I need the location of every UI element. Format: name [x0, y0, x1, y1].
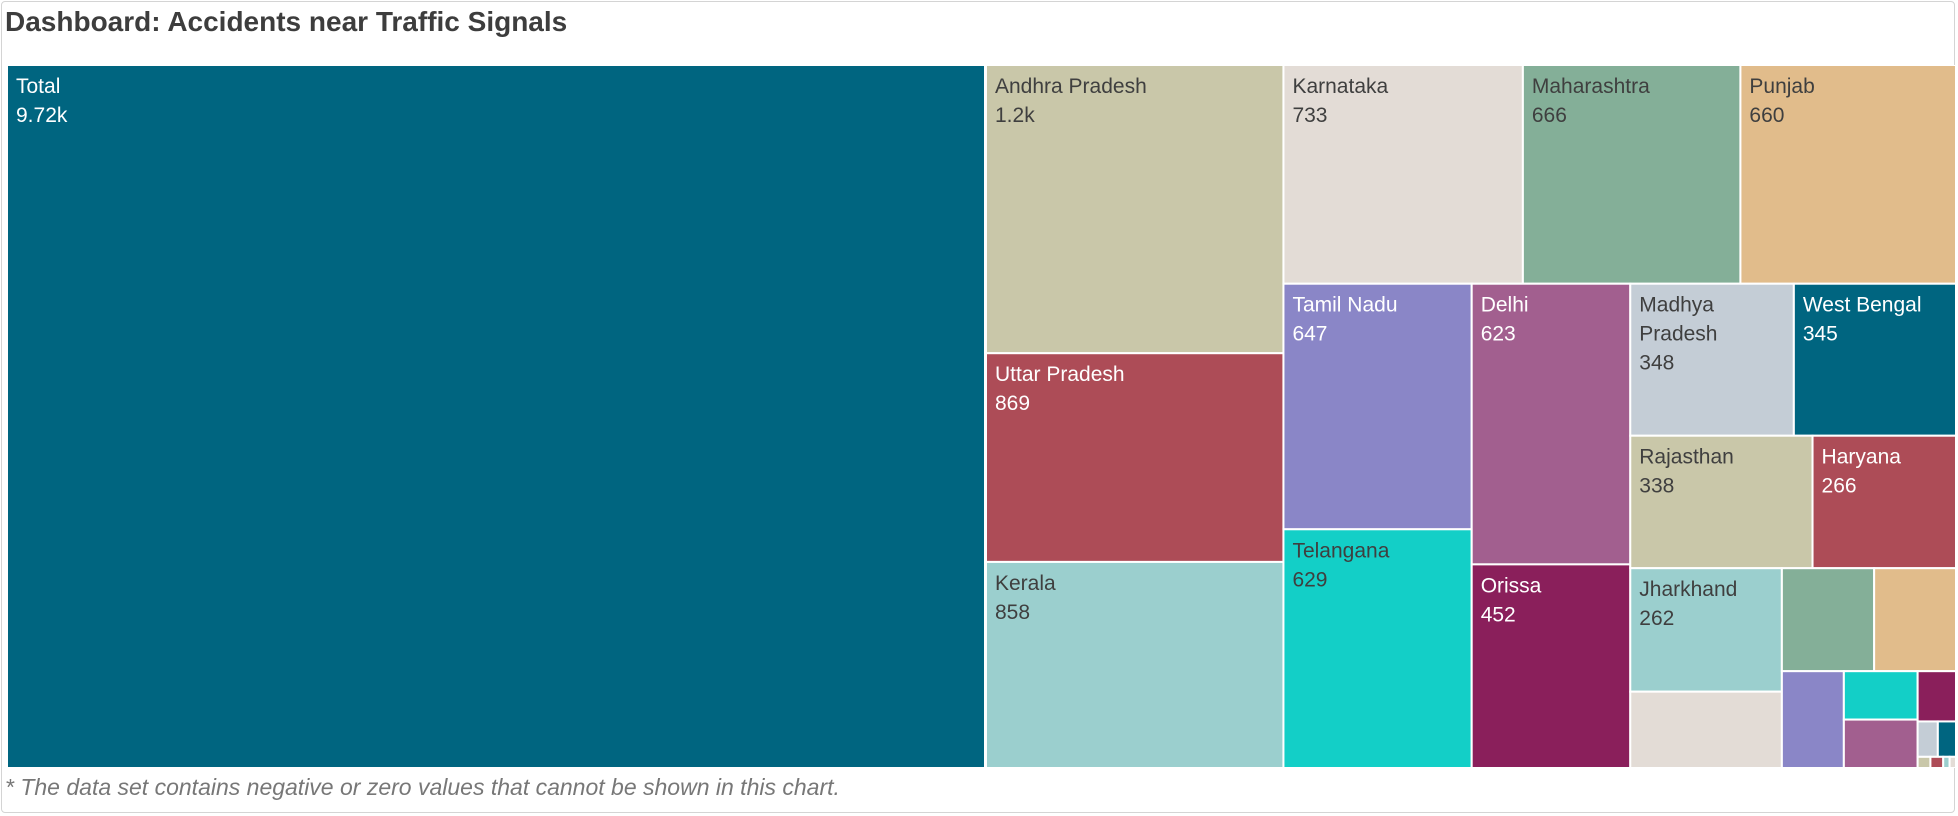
treemap-rect-orissa[interactable] — [1470, 563, 1632, 768]
treemap-rect-other[interactable] — [1916, 755, 1932, 768]
label-jharkhand-name: Jharkhand — [1639, 578, 1737, 601]
label-total-name: Total — [16, 75, 60, 98]
treemap-cell-other[interactable] — [1629, 690, 1783, 768]
treemap-rect-other[interactable] — [1780, 670, 1845, 768]
label-haryana-value: 266 — [1822, 475, 1857, 498]
label-andhra-pradesh-name: Andhra Pradesh — [995, 75, 1147, 98]
treemap-cell-other[interactable] — [1842, 670, 1919, 721]
treemap-cell-punjab[interactable]: Punjab 660 — [1739, 65, 1956, 285]
label-orissa-name: Orissa — [1481, 574, 1542, 597]
label-madhya-pradesh-value: 348 — [1639, 352, 1674, 375]
treemap-rect-other[interactable] — [1780, 567, 1876, 673]
treemap-rect-kerala[interactable] — [985, 560, 1285, 768]
treemap-cell-delhi[interactable]: Delhi 623 — [1470, 282, 1632, 566]
treemap-cell-telangana[interactable]: Telangana 629 — [1282, 528, 1473, 768]
label-punjab-name: Punjab — [1749, 75, 1814, 98]
label-tamil-nadu-value: 647 — [1292, 323, 1327, 346]
treemap-cell-kerala[interactable]: Kerala 858 — [985, 560, 1285, 768]
label-madhya-pradesh-name-2: Pradesh — [1639, 323, 1717, 346]
treemap-cell-rajasthan[interactable]: Rajasthan 338 — [1629, 434, 1814, 570]
chart-footnote: * The data set contains negative or zero… — [5, 774, 840, 800]
treemap-cell-other[interactable] — [1916, 670, 1956, 723]
treemap-rect-rajasthan[interactable] — [1629, 434, 1814, 570]
label-uttar-pradesh-name: Uttar Pradesh — [995, 363, 1125, 386]
treemap-rect-telangana[interactable] — [1282, 528, 1473, 768]
treemap-rect-total[interactable] — [7, 65, 986, 768]
treemap-svg: Total 9.72k Andhra Pradesh 1.2k Uttar Prades… — [7, 65, 1956, 768]
treemap-cell-other[interactable] — [1780, 567, 1876, 673]
treemap-cell-uttar-pradesh[interactable]: Uttar Pradesh 869 — [985, 352, 1285, 563]
treemap-rect-andhra-pradesh[interactable] — [985, 65, 1285, 355]
treemap-cell-other[interactable] — [1936, 720, 1956, 758]
treemap-rect-other[interactable] — [1629, 690, 1783, 768]
treemap-cell-other[interactable] — [1916, 755, 1932, 768]
treemap-rect-other[interactable] — [1916, 670, 1956, 723]
treemap-rect-other[interactable] — [1873, 567, 1956, 673]
label-karnataka-value: 733 — [1292, 104, 1327, 127]
label-telangana-value: 629 — [1292, 568, 1327, 591]
treemap-rect-delhi[interactable] — [1470, 282, 1632, 566]
label-haryana-name: Haryana — [1822, 446, 1902, 469]
label-maharashtra-name: Maharashtra — [1532, 75, 1650, 98]
treemap-rect-other[interactable] — [1929, 755, 1945, 768]
label-west-bengal-name: West Bengal — [1803, 294, 1922, 317]
treemap-cell-other[interactable] — [1873, 567, 1956, 673]
label-maharashtra-value: 666 — [1532, 104, 1567, 127]
treemap-rect-punjab[interactable] — [1739, 65, 1956, 285]
treemap-cell-other[interactable] — [1948, 755, 1956, 768]
label-jharkhand-value: 262 — [1639, 607, 1674, 630]
treemap-cell-other[interactable] — [1842, 718, 1919, 768]
label-orissa-value: 452 — [1481, 603, 1516, 626]
label-rajasthan-name: Rajasthan — [1639, 446, 1734, 469]
label-telangana-name: Telangana — [1292, 539, 1389, 562]
label-uttar-pradesh-value: 869 — [995, 392, 1030, 415]
treemap-rect-tamil-nadu[interactable] — [1282, 282, 1473, 531]
treemap-cell-tamil-nadu[interactable]: Tamil Nadu 647 — [1282, 282, 1473, 531]
treemap-rect-karnataka[interactable] — [1282, 65, 1524, 285]
treemap-cell-maharashtra[interactable]: Maharashtra 666 — [1521, 65, 1742, 285]
treemap-rect-jharkhand[interactable] — [1629, 567, 1783, 693]
treemap-cell-other[interactable] — [1916, 720, 1939, 758]
label-kerala-name: Kerala — [995, 572, 1056, 595]
label-delhi-value: 623 — [1481, 323, 1516, 346]
treemap-rect-uttar-pradesh[interactable] — [985, 352, 1285, 563]
label-tamil-nadu-name: Tamil Nadu — [1292, 294, 1397, 317]
treemap-cell-haryana[interactable]: Haryana 266 — [1811, 434, 1956, 570]
treemap-cell-west-bengal[interactable]: West Bengal 345 — [1792, 282, 1956, 437]
treemap-rect-other[interactable] — [1842, 670, 1919, 721]
label-kerala-value: 858 — [995, 601, 1030, 624]
label-andhra-pradesh-value: 1.2k — [995, 104, 1035, 127]
chart-title: Dashboard: Accidents near Traffic Signal… — [5, 6, 568, 37]
label-punjab-value: 660 — [1749, 104, 1784, 127]
treemap-cell-andhra-pradesh[interactable]: Andhra Pradesh 1.2k — [985, 65, 1285, 355]
treemap-cell-other[interactable] — [1929, 755, 1945, 768]
label-rajasthan-value: 338 — [1639, 475, 1674, 498]
treemap-rect-haryana[interactable] — [1811, 434, 1956, 570]
treemap-rect-other[interactable] — [1842, 718, 1919, 768]
treemap-cell-karnataka[interactable]: Karnataka 733 — [1282, 65, 1524, 285]
treemap-rect-other[interactable] — [1916, 720, 1939, 758]
label-karnataka-name: Karnataka — [1292, 75, 1388, 98]
label-west-bengal-value: 345 — [1803, 323, 1838, 346]
label-delhi-name: Delhi — [1481, 294, 1529, 317]
label-total-value: 9.72k — [16, 104, 68, 127]
treemap-cell-orissa[interactable]: Orissa 452 — [1470, 563, 1632, 768]
treemap-cell-madhya-pradesh[interactable]: Madhya Pradesh 348 — [1629, 282, 1795, 437]
treemap-cell-other[interactable] — [1780, 670, 1845, 768]
treemap-chart: Total 9.72k Andhra Pradesh 1.2k Uttar Prades… — [7, 65, 1956, 768]
treemap-rect-other[interactable] — [1936, 720, 1956, 758]
treemap-rect-other[interactable] — [1948, 755, 1956, 768]
treemap-cell-jharkhand[interactable]: Jharkhand 262 — [1629, 567, 1783, 693]
label-madhya-pradesh-name-1: Madhya — [1639, 294, 1714, 317]
treemap-cell-total[interactable]: Total 9.72k — [7, 65, 986, 768]
